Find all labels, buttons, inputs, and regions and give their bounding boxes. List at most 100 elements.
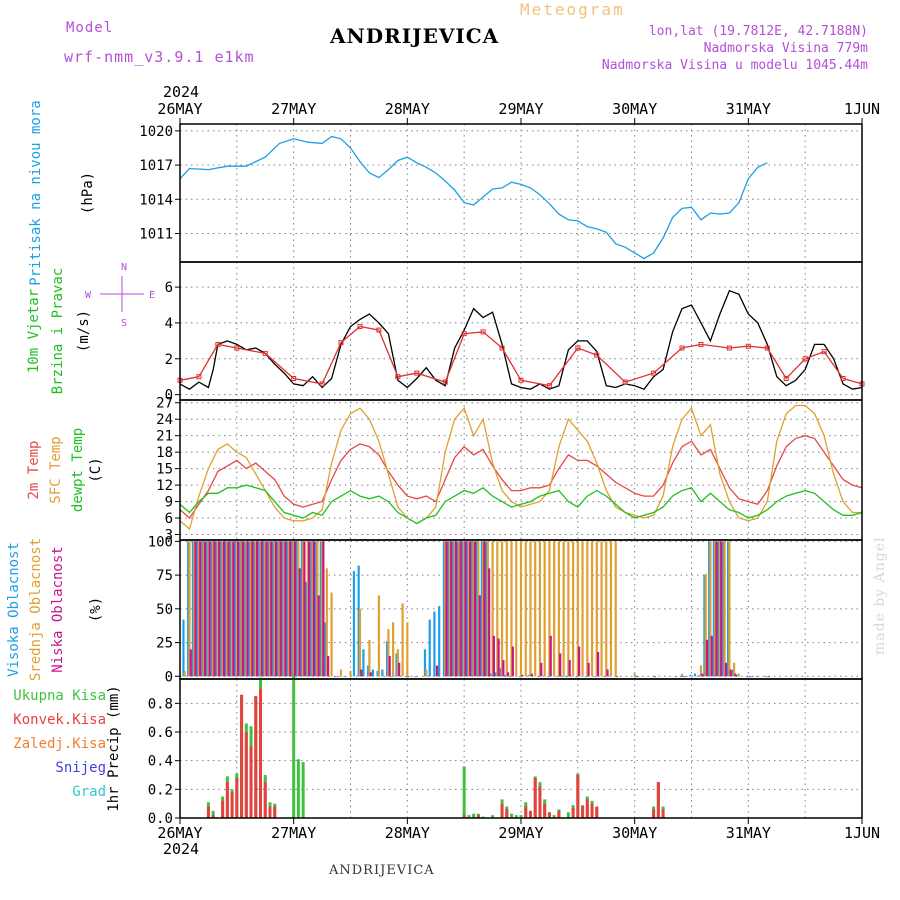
gust-marker (802, 356, 808, 362)
bar-mid_cloud (183, 670, 186, 677)
bar-low_cloud (710, 635, 713, 677)
bar-high_cloud (367, 665, 370, 677)
y-axis-label: (C) (88, 457, 104, 482)
bar-low_cloud (208, 541, 211, 677)
panel-precip: 0.0 0.2 0.4 0.6 0.8 1hr Precip (mm) (106, 676, 863, 827)
bar-low_cloud (303, 541, 306, 677)
bar-mid_cloud (529, 541, 532, 677)
bottom-date-label: 28MAY (385, 824, 430, 842)
bar-high_cloud (414, 676, 417, 678)
top-date-label: 28MAY (385, 100, 430, 118)
bar-low_cloud (298, 568, 301, 677)
top-year-label: 2024 (163, 83, 199, 101)
bar-low_cloud (464, 541, 467, 677)
panel-frame (179, 678, 863, 819)
gust-marker (821, 349, 827, 355)
bar-low_cloud (724, 662, 728, 677)
y-tick-label: 75 (156, 568, 173, 584)
bar-conv_precip (235, 777, 239, 818)
y-tick-label: 2 (165, 352, 173, 368)
series-wind_speed (179, 289, 863, 390)
bar-high_cloud (404, 676, 408, 678)
bar-mid_cloud (562, 541, 565, 677)
bar-high_cloud (442, 541, 446, 677)
y-axis-label: Pritisak na nivou mora (28, 100, 44, 285)
gust-marker (376, 327, 382, 333)
bar-low_cloud (606, 669, 609, 677)
y-axis-label: 1hr Precip (mm) (106, 685, 122, 811)
model-value: wrf-nmm_v3.9.1 e1km (64, 48, 255, 66)
bar-high_cloud (466, 541, 469, 677)
compass-letter: S (121, 318, 127, 329)
bar-low_cloud (596, 652, 600, 677)
gust-marker (745, 343, 751, 349)
bar-high_cloud (220, 541, 223, 677)
bar-mid_cloud (306, 541, 309, 677)
bar-high_cloud (243, 541, 247, 677)
bar-low_cloud (194, 541, 197, 677)
model-elevation-label: Nadmorska Visina u modelu 1045.44m (601, 58, 868, 73)
bar-low_cloud (734, 673, 737, 677)
bar-conv_precip (528, 810, 532, 818)
y-tick-label: 0.8 (148, 696, 173, 712)
bar-high_cloud (703, 575, 706, 677)
bar-low_cloud (336, 676, 339, 678)
bar-high_cloud (494, 672, 498, 677)
bar-high_cloud (471, 541, 474, 677)
top-date-label: 27MAY (271, 100, 316, 118)
elevation-label: Nadmorska Visina 779m (703, 41, 868, 56)
bar-high_cloud (215, 541, 218, 677)
bar-total_precip (296, 759, 300, 818)
gust-marker (651, 370, 657, 376)
y-axis-label: Brzina i Pravac (50, 268, 66, 394)
bar-mid_cloud (453, 541, 456, 677)
y-tick-label: 1020 (139, 124, 173, 140)
bar-conv_precip (221, 800, 225, 818)
bar-high_cloud (509, 676, 512, 678)
bar-high_cloud (457, 541, 460, 677)
bar-total_precip (301, 762, 305, 818)
bar-mid_cloud (193, 541, 196, 677)
bar-high_cloud (684, 676, 687, 678)
bar-low_cloud (450, 541, 453, 677)
bar-low_cloud (317, 595, 320, 677)
bar-mid_cloud (557, 541, 560, 677)
bar-high_cloud (210, 541, 213, 677)
bar-low_cloud (587, 662, 590, 677)
bar-mid_cloud (448, 541, 452, 677)
bar-mid_cloud (737, 673, 740, 677)
y-tick-label: 0.2 (148, 782, 173, 798)
precip-legend-item: Zaledj.Kisa (13, 736, 106, 752)
bar-low_cloud (199, 541, 202, 677)
bar-conv_precip (652, 809, 656, 818)
bar-low_cloud (578, 646, 581, 677)
y-axis-label: (%) (88, 597, 104, 622)
bar-mid_cloud (548, 541, 551, 677)
bar-mid_cloud (756, 676, 759, 678)
bar-conv_precip (240, 694, 244, 818)
bar-mid_cloud (392, 622, 395, 677)
bar-high_cloud (475, 541, 479, 677)
bar-low_cloud (767, 676, 770, 678)
bar-high_cloud (390, 676, 393, 678)
bar-conv_precip (533, 777, 537, 818)
bar-high_cloud (371, 669, 374, 677)
bar-mid_cloud (202, 541, 205, 677)
bar-low_cloud (615, 676, 619, 678)
bar-high_cloud (750, 676, 753, 678)
bar-high_cloud (745, 676, 749, 678)
bar-mid_cloud (278, 541, 281, 677)
bar-mid_cloud (500, 541, 504, 677)
bar-mid_cloud (330, 592, 333, 677)
bar-mid_cloud (614, 541, 617, 677)
gust-marker (726, 345, 732, 351)
bar-low_cloud (246, 541, 249, 677)
bar-mid_cloud (297, 541, 300, 677)
bar-low_cloud (492, 635, 495, 677)
y-tick-label: 4 (165, 316, 173, 332)
bar-high_cloud (234, 541, 237, 677)
bar-high_cloud (277, 541, 280, 677)
bar-mid_cloud (212, 541, 215, 677)
bar-conv_precip (595, 806, 599, 818)
bar-mid_cloud (595, 541, 598, 677)
